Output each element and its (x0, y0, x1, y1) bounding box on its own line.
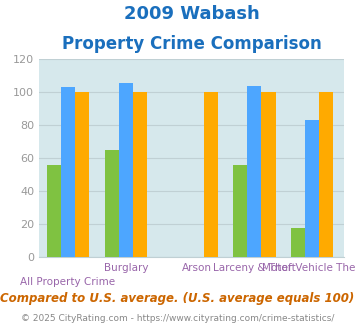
Bar (305, 120, 319, 257)
Text: Compared to U.S. average. (U.S. average equals 100): Compared to U.S. average. (U.S. average … (0, 292, 355, 305)
Bar (291, 228, 305, 257)
Text: All Property Crime: All Property Crime (20, 277, 115, 287)
Bar (105, 150, 119, 257)
Text: Burglary: Burglary (104, 263, 148, 273)
Text: © 2025 CityRating.com - https://www.cityrating.com/crime-statistics/: © 2025 CityRating.com - https://www.city… (21, 314, 334, 323)
Text: Arson: Arson (181, 263, 212, 273)
Text: Motor Vehicle Theft: Motor Vehicle Theft (262, 263, 355, 273)
Text: Property Crime Comparison: Property Crime Comparison (62, 35, 322, 53)
Bar (133, 92, 147, 257)
Bar (203, 92, 218, 257)
Bar (119, 82, 133, 257)
Bar (47, 165, 61, 257)
Text: 2009 Wabash: 2009 Wabash (124, 5, 260, 23)
Bar (247, 86, 261, 257)
Bar (261, 92, 275, 257)
Text: Larceny & Theft: Larceny & Theft (213, 263, 296, 273)
Bar (61, 87, 75, 257)
Bar (75, 92, 89, 257)
Bar (319, 92, 333, 257)
Bar (233, 165, 247, 257)
